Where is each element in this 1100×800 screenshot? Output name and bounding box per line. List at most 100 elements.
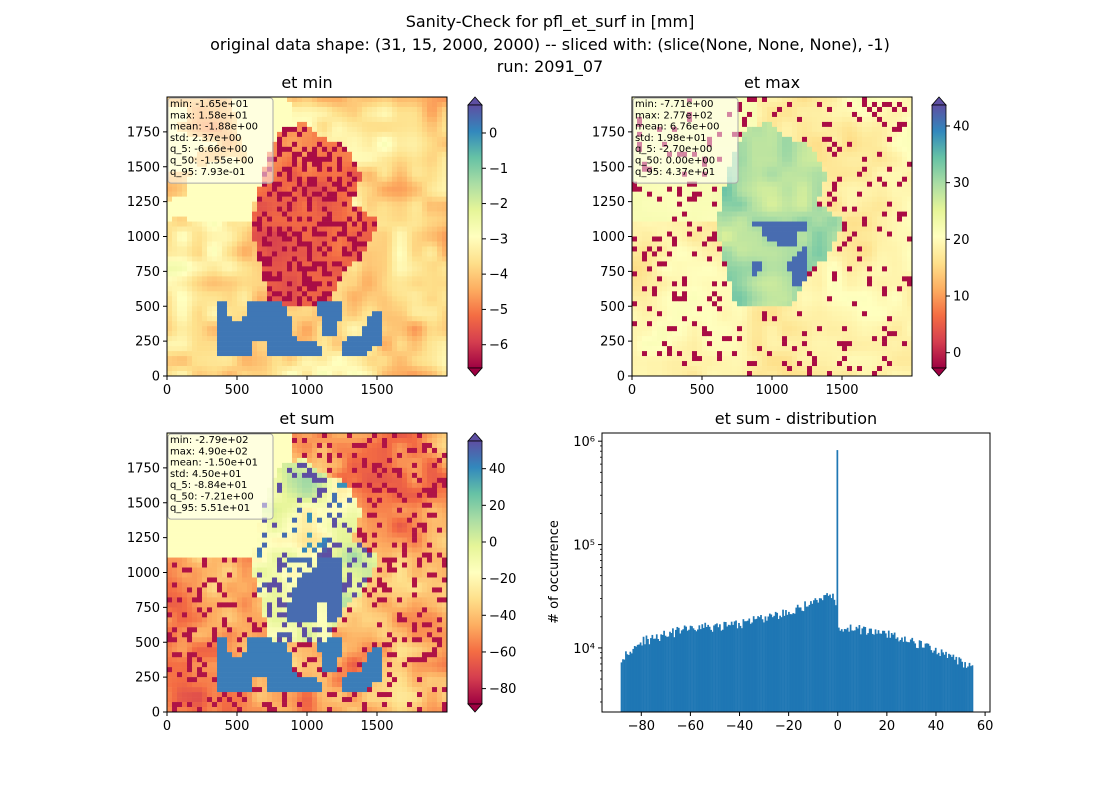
histogram-bar xyxy=(839,630,842,712)
stats-line: max: 2.77e+02 xyxy=(635,110,713,121)
y-tick-label: 0 xyxy=(152,706,160,721)
histogram-bar xyxy=(755,618,758,712)
histogram-bar xyxy=(873,634,875,712)
histogram-bar xyxy=(865,634,868,712)
stats-line: mean: -1.50e+01 xyxy=(170,458,258,469)
stats-line: q_5: -8.84e+01 xyxy=(170,480,247,491)
histogram-bar xyxy=(768,613,771,712)
histogram-bar xyxy=(641,645,643,712)
histogram-bar xyxy=(795,607,798,712)
histogram-bar xyxy=(923,647,925,712)
colorbar-tick-label: 40 xyxy=(489,462,506,477)
et-min-colorbar: 0 −1 −2 −3 −4 −5 −6 xyxy=(467,96,508,377)
stats-line: max: 4.90e+02 xyxy=(170,446,248,457)
histogram-bar xyxy=(920,640,922,712)
histogram-x-tick-label: 40 xyxy=(928,719,945,734)
histogram-bar xyxy=(858,625,861,712)
x-tick-label: 500 xyxy=(225,383,250,398)
x-tick-label: 1500 xyxy=(360,383,393,398)
et-max-colorbar: 40 30 20 10 0 xyxy=(931,96,970,377)
histogram-bar xyxy=(929,645,931,712)
histogram-x-tick-label: 60 xyxy=(977,719,994,734)
histogram-bar xyxy=(777,619,780,712)
histogram-bar xyxy=(685,626,687,712)
histogram-bar xyxy=(952,654,955,712)
histogram-bar xyxy=(727,624,730,712)
histogram-bar xyxy=(645,635,648,712)
y-tick-label: 1250 xyxy=(592,195,625,210)
stats-line: max: 1.58e+01 xyxy=(170,110,248,121)
histogram-bar xyxy=(823,595,826,712)
histogram-bar xyxy=(959,658,962,712)
histogram-bar xyxy=(808,604,811,712)
colorbar-tick-label: −40 xyxy=(489,609,516,624)
histogram-bar xyxy=(790,614,793,712)
histogram-bar xyxy=(930,650,933,712)
histogram-bar xyxy=(918,640,921,712)
histogram-bar xyxy=(936,654,939,712)
histogram-bar xyxy=(661,634,664,712)
histogram-bar xyxy=(832,593,834,712)
histogram-bar xyxy=(679,633,682,712)
histogram-bar xyxy=(664,635,667,712)
histogram-bar xyxy=(744,621,746,712)
histogram-bar xyxy=(749,623,752,712)
colorbar-tick-label: 0 xyxy=(489,535,497,550)
histogram-bar xyxy=(939,656,941,712)
y-tick-label: 250 xyxy=(135,335,160,350)
histogram-bar xyxy=(967,666,969,712)
histogram-bar xyxy=(767,616,770,712)
et-min-x-axis: 0 500 1000 1500 xyxy=(163,376,394,398)
histogram-bar xyxy=(870,628,872,712)
colorbar-tick-label: −20 xyxy=(489,572,516,587)
histogram-bar xyxy=(849,624,852,712)
histogram-bar xyxy=(964,662,966,712)
histogram-bar xyxy=(896,637,899,712)
histogram-bar xyxy=(714,624,717,712)
histogram-bar xyxy=(886,637,889,712)
histogram-bar xyxy=(636,644,639,712)
histogram-bar xyxy=(906,642,909,712)
histogram-bar xyxy=(652,638,655,712)
histogram-bar xyxy=(745,621,748,712)
histogram-bar xyxy=(622,659,624,712)
histogram-bar xyxy=(827,595,830,712)
histogram-bar xyxy=(792,613,795,712)
y-tick-label: 1250 xyxy=(127,531,160,546)
histogram-x-tick-label: 20 xyxy=(879,719,896,734)
histogram-bar xyxy=(676,626,679,712)
histogram-bar xyxy=(804,601,806,712)
histogram-bar xyxy=(735,620,737,712)
y-tick-label: 500 xyxy=(135,300,160,315)
histogram-bar xyxy=(799,607,802,712)
y-tick-label: 1250 xyxy=(127,195,160,210)
x-tick-label: 500 xyxy=(690,383,715,398)
histogram-bar xyxy=(698,625,701,712)
stats-line: q_95: 5.51e+01 xyxy=(170,503,250,514)
colorbar-tick-label: −5 xyxy=(489,303,508,318)
histogram-bar xyxy=(651,634,654,712)
histogram-bar xyxy=(776,612,779,712)
histogram-bar xyxy=(871,633,874,712)
histogram-bar xyxy=(793,613,796,712)
histogram-bar xyxy=(623,659,626,712)
histogram-bar xyxy=(642,636,645,712)
histogram-bar xyxy=(880,633,883,712)
histogram-bar xyxy=(842,631,845,712)
y-tick-label: 250 xyxy=(135,671,160,686)
histogram-bar xyxy=(798,607,801,712)
y-tick-label: 750 xyxy=(600,265,625,280)
stats-line: q_5: -6.66e+00 xyxy=(170,144,247,155)
y-tick-label: 1500 xyxy=(592,160,625,175)
colorbar-ramp xyxy=(467,440,483,705)
histogram-bar xyxy=(729,625,732,712)
histogram-plot-frame xyxy=(601,432,991,713)
histogram-bar xyxy=(761,619,764,712)
histogram-bar xyxy=(760,615,762,712)
histogram-bar xyxy=(702,627,705,712)
histogram-bar xyxy=(705,626,708,712)
figure-title-line-1: Sanity-Check for pfl_et_surf in [mm] xyxy=(405,12,695,31)
histogram-bar xyxy=(766,620,768,712)
y-tick-label: 1000 xyxy=(592,230,625,245)
